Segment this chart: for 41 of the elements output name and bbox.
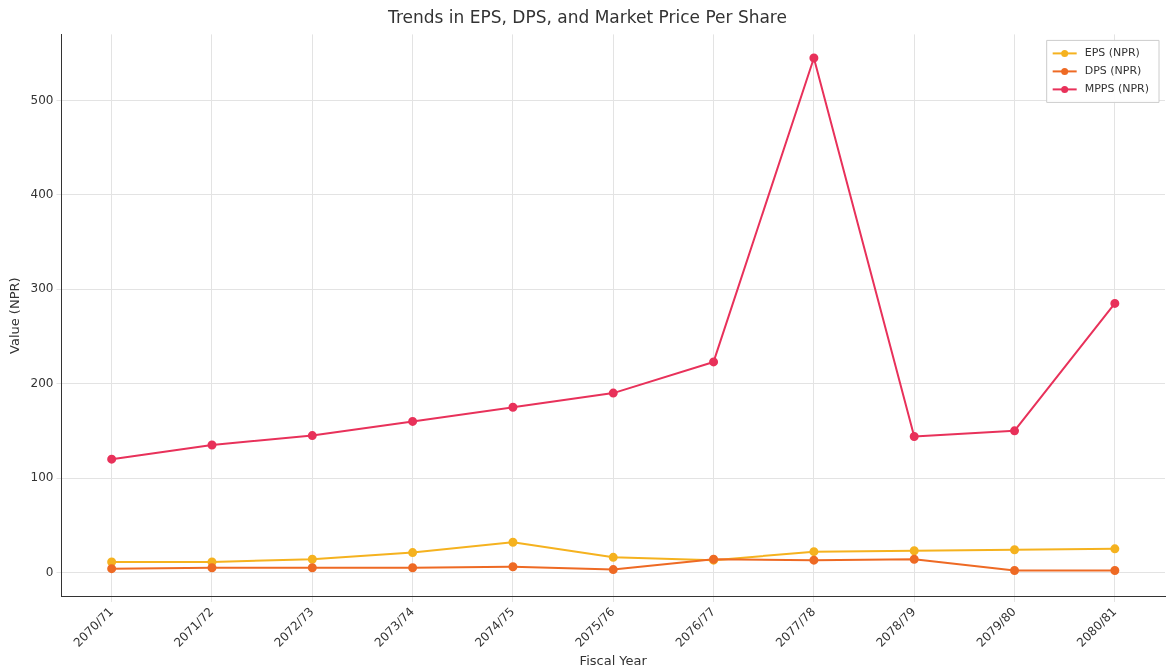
point xyxy=(307,431,317,441)
y-tick-label: 400 xyxy=(30,186,54,201)
point xyxy=(909,554,919,564)
legend-label: EPS (NPR) xyxy=(1084,46,1140,60)
x-axis-title: Fiscal Year xyxy=(579,652,648,668)
point xyxy=(408,563,418,573)
point xyxy=(508,537,518,547)
y-tick-label: 300 xyxy=(30,281,54,296)
point xyxy=(809,555,819,565)
point xyxy=(408,548,418,558)
point xyxy=(1010,426,1020,436)
y-tick-label: 200 xyxy=(30,375,54,390)
y-tick-label: 0 xyxy=(45,564,54,579)
legend-label: MPPS (NPR) xyxy=(1084,82,1149,96)
point xyxy=(909,432,919,441)
point xyxy=(307,554,317,564)
point xyxy=(408,416,418,426)
chart-title: Trends in EPS, DPS, and Market Price Per Share xyxy=(387,6,787,27)
point xyxy=(608,565,618,575)
point xyxy=(608,552,618,562)
point xyxy=(107,454,117,464)
point xyxy=(207,563,217,573)
point xyxy=(508,562,518,572)
y-axis-title: Value (NPR) xyxy=(7,277,23,354)
point xyxy=(1110,544,1120,554)
point xyxy=(809,53,819,63)
point xyxy=(307,563,317,573)
y-tick-label: 500 xyxy=(30,92,54,107)
point xyxy=(508,402,518,412)
y-tick-label: 100 xyxy=(30,470,54,485)
point xyxy=(207,440,217,450)
point xyxy=(1110,566,1120,576)
point xyxy=(709,357,719,367)
point xyxy=(1010,566,1020,576)
point xyxy=(608,388,618,398)
point xyxy=(809,547,819,557)
point xyxy=(909,546,919,556)
point xyxy=(107,564,117,574)
legend-label: DPS (NPR) xyxy=(1084,64,1142,78)
point xyxy=(1010,545,1020,555)
point xyxy=(1110,298,1120,308)
